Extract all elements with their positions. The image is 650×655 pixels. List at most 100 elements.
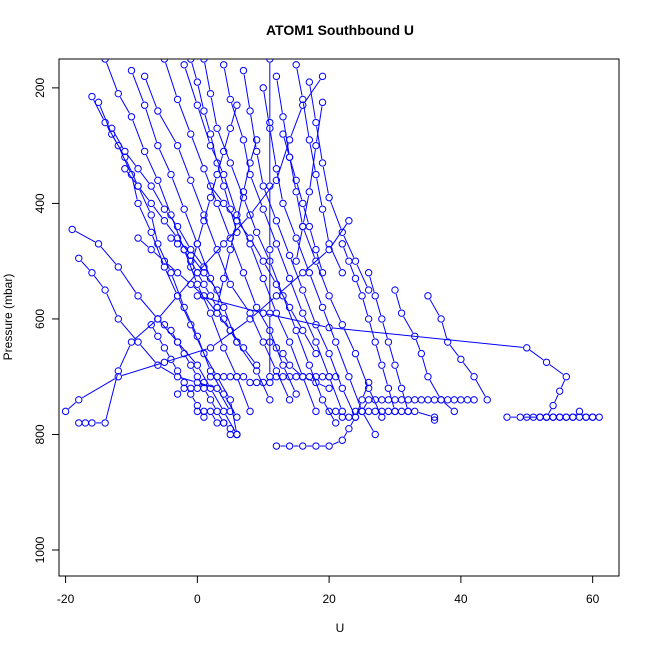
data-point	[220, 390, 228, 398]
data-point	[312, 407, 320, 416]
data-point	[364, 384, 373, 392]
series-21	[173, 373, 340, 398]
series-34-segment	[193, 286, 202, 294]
data-point	[252, 361, 261, 369]
series-42-segment	[230, 108, 237, 125]
data-point	[542, 413, 551, 421]
series-35-segment	[159, 339, 163, 345]
series-17-segment	[309, 85, 316, 119]
series-33-segment	[231, 333, 236, 339]
series-14-segment	[276, 172, 283, 200]
data-point	[160, 263, 169, 271]
data-point	[378, 396, 386, 404]
series-33-segment	[212, 299, 216, 305]
data-point	[397, 384, 406, 392]
series-25-segment	[549, 364, 564, 375]
series-6-segment	[224, 351, 236, 374]
data-point	[305, 373, 314, 381]
series-39-segment	[316, 253, 322, 270]
data-point	[279, 113, 287, 121]
x-tick-label: -20	[57, 592, 75, 606]
series-18-segment	[296, 230, 303, 258]
data-point	[463, 396, 472, 404]
series-32-segment	[160, 321, 162, 323]
series-40-segment	[251, 241, 262, 258]
data-point	[259, 338, 267, 346]
data-point	[444, 338, 452, 346]
series-34-segment	[180, 274, 189, 283]
data-point	[305, 361, 314, 369]
data-point	[417, 349, 426, 358]
data-point	[226, 373, 234, 381]
series-17-segment	[330, 201, 342, 229]
data-point	[523, 344, 531, 352]
data-point	[299, 373, 307, 381]
series-29-segment	[369, 276, 375, 293]
series-19-segment	[356, 403, 362, 414]
series-43-segment	[166, 212, 176, 224]
series-17-segment	[356, 264, 368, 287]
data-point	[503, 413, 511, 421]
series-1-segment	[105, 374, 118, 420]
data-point	[292, 390, 300, 398]
data-point	[239, 344, 248, 352]
data-point	[200, 349, 208, 358]
data-point	[542, 358, 551, 366]
series-32-segment	[218, 414, 223, 420]
data-point	[134, 338, 142, 346]
data-point	[81, 419, 90, 427]
data-point	[187, 390, 195, 398]
y-axis-label: Pressure (mbar)	[1, 274, 15, 361]
series-40-segment	[277, 287, 289, 305]
series-38-segment	[192, 258, 202, 270]
data-point	[206, 141, 215, 150]
series-4-segment	[139, 206, 151, 229]
data-point	[338, 269, 346, 277]
series-12-segment	[223, 68, 231, 96]
data-point	[180, 61, 188, 69]
data-point	[206, 407, 215, 416]
data-point	[173, 269, 182, 277]
series-27-segment	[475, 379, 486, 397]
data-point	[154, 107, 162, 115]
series-34-segment	[205, 298, 216, 311]
series-19-segment	[343, 431, 348, 438]
data-point	[397, 407, 406, 416]
data-point	[101, 286, 109, 294]
data-point	[220, 303, 228, 312]
data-point	[266, 309, 274, 317]
data-point	[325, 240, 333, 248]
data-point	[180, 303, 188, 312]
data-point	[88, 269, 96, 277]
data-point	[239, 66, 248, 75]
series-27	[424, 292, 491, 404]
data-point	[167, 326, 175, 335]
data-point	[233, 211, 241, 219]
data-point	[246, 234, 254, 242]
series-9-segment	[244, 276, 256, 304]
series-30-segment	[343, 247, 348, 258]
series-8-segment	[251, 316, 263, 339]
series-3-segment	[81, 260, 90, 271]
data-point	[292, 61, 300, 69]
series-8-segment	[218, 253, 230, 281]
series-43-segment	[126, 154, 137, 166]
series-10-segment	[251, 247, 263, 275]
series-22-segment	[351, 413, 353, 415]
data-point	[140, 72, 149, 81]
series-29-segment	[395, 368, 401, 385]
series-33-segment	[198, 275, 203, 282]
series-13	[239, 66, 360, 421]
data-point	[167, 234, 175, 242]
data-point	[200, 269, 208, 277]
series-15-segment	[276, 80, 283, 113]
series-30-segment	[389, 391, 395, 408]
data-point	[364, 315, 373, 323]
series-1-segment	[304, 79, 321, 103]
series-43-segment	[179, 229, 190, 247]
series-6-segment	[119, 96, 130, 114]
data-point	[233, 430, 241, 439]
data-point	[213, 170, 221, 179]
data-point	[364, 286, 373, 294]
